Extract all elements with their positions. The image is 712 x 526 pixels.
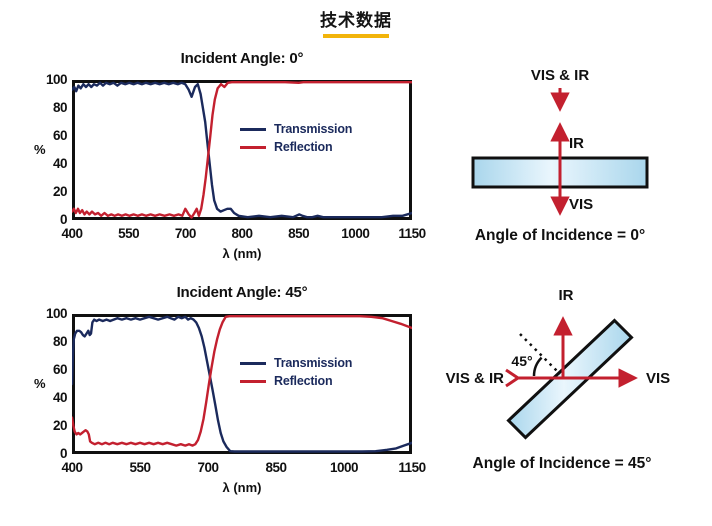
y-tick-label: 60 xyxy=(52,362,68,377)
angle-value-label: 45° xyxy=(511,353,532,369)
x-tick-label: 850 xyxy=(265,460,287,475)
page-title: 技术数据 xyxy=(320,11,392,30)
x-tick-label: 1150 xyxy=(398,226,426,241)
y-tick-label: 60 xyxy=(52,128,68,143)
chart-title-45deg: Incident Angle: 45° xyxy=(176,284,308,301)
title-underline xyxy=(323,34,389,38)
y-tick-label: 80 xyxy=(52,334,68,349)
incoming-beam-label: VIS & IR xyxy=(446,370,505,387)
transmission-curve xyxy=(72,81,412,219)
y-tick-label: 100 xyxy=(45,306,68,321)
reflection-curve xyxy=(72,315,412,447)
angle-arc xyxy=(532,356,543,377)
plot-area-0deg: Transmission Reflection xyxy=(72,80,412,220)
reflected-beam-label: IR xyxy=(569,135,584,152)
x-tick-label: 700 xyxy=(174,226,197,241)
y-tick-label: 20 xyxy=(52,418,68,433)
x-tick-label: 550 xyxy=(118,226,140,241)
x-tick-label: 400 xyxy=(61,460,83,475)
legend-swatch xyxy=(240,379,266,383)
incoming-beam-label: VIS & IR xyxy=(531,67,590,84)
y-tick-label: 80 xyxy=(52,100,68,115)
x-axis-title-0deg: λ (nm) xyxy=(222,246,262,261)
incoming-beam-chevron xyxy=(505,368,520,388)
y-tick-label: 0 xyxy=(59,446,68,461)
x-axis-ticks-0deg: 400 550 700 800 850 1000 1150 xyxy=(61,226,426,242)
reflection-curve xyxy=(72,81,412,219)
x-tick-label: 1000 xyxy=(341,226,370,241)
diagram-caption-45deg: Angle of Incidence = 45° xyxy=(473,455,652,472)
legend-swatch xyxy=(240,361,266,365)
plot-canvas-0deg xyxy=(72,80,412,220)
transmission-curve xyxy=(72,315,412,453)
diagram-incidence-0deg: VIS & IR IR VIS Angle of Incidence = 0° xyxy=(471,67,649,244)
x-axis-title-45deg: λ (nm) xyxy=(222,480,262,495)
legend-label: Transmission xyxy=(274,122,353,136)
diagram-incidence-45deg: IR 45° VIS & IR VIS Angle of Incidence =… xyxy=(446,287,671,472)
x-tick-label: 400 xyxy=(61,226,83,241)
surface-normal-dotted-line xyxy=(519,333,561,375)
reflected-beam-label: IR xyxy=(559,287,574,304)
x-axis-ticks-45deg: 400 550 700 850 1000 1150 xyxy=(61,460,426,476)
x-tick-label: 1150 xyxy=(398,460,426,475)
legend-swatch xyxy=(240,127,266,131)
plot-canvas-45deg xyxy=(72,314,412,454)
legend-label: Reflection xyxy=(274,374,333,388)
y-tick-label: 40 xyxy=(52,390,68,405)
legend-label: Transmission xyxy=(274,356,353,370)
y-axis-label-45deg: % xyxy=(34,376,46,391)
legend-45deg: Transmission Reflection xyxy=(240,354,352,390)
legend-label: Reflection xyxy=(274,140,333,154)
chart-incident-0deg: Incident Angle: 0° 100 80 60 40 20 0 % Transm… xyxy=(30,50,430,282)
legend-row: Reflection xyxy=(240,372,352,390)
y-tick-label: 20 xyxy=(52,184,68,199)
y-axis-label-0deg: % xyxy=(34,142,46,157)
x-tick-label: 1000 xyxy=(329,460,359,475)
plot-area-45deg: Transmission Reflection xyxy=(72,314,412,454)
x-tick-label: 800 xyxy=(231,226,253,241)
y-axis-ticks-45deg: 100 80 60 40 20 0 xyxy=(30,306,68,461)
legend-row: Transmission xyxy=(240,354,352,372)
page-header: 技术数据 xyxy=(0,6,712,38)
x-tick-label: 550 xyxy=(129,460,151,475)
chart-incident-45deg: Incident Angle: 45° 100 80 60 40 20 0 % Trans… xyxy=(30,284,430,516)
chart-title-0deg: Incident Angle: 0° xyxy=(180,50,304,67)
legend-row: Transmission xyxy=(240,120,352,138)
y-tick-label: 0 xyxy=(59,212,68,227)
legend-0deg: Transmission Reflection xyxy=(240,120,352,156)
legend-row: Reflection xyxy=(240,138,352,156)
x-tick-label: 700 xyxy=(197,460,219,475)
y-tick-label: 100 xyxy=(45,72,68,87)
y-axis-ticks-0deg: 100 80 60 40 20 0 xyxy=(30,72,68,227)
transmitted-beam-label: VIS xyxy=(569,196,593,213)
x-tick-label: 850 xyxy=(288,226,310,241)
diagram-caption-0deg: Angle of Incidence = 0° xyxy=(475,227,645,244)
y-tick-label: 40 xyxy=(52,156,68,171)
legend-swatch xyxy=(240,145,266,149)
transmitted-beam-label: VIS xyxy=(646,370,670,387)
